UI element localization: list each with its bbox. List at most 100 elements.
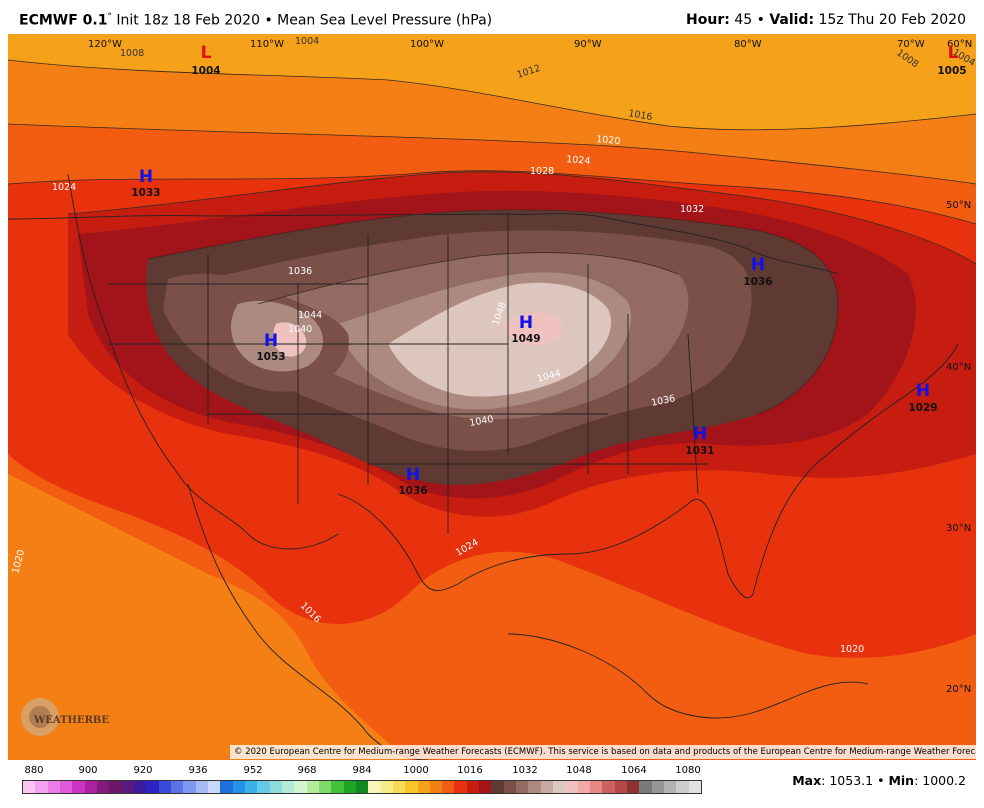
colorbar-segment: [540, 781, 554, 793]
colorbar-segment: [479, 781, 492, 793]
colorbar-tick: 952: [243, 765, 263, 776]
colorbar-segment: [639, 781, 652, 793]
colorbar-tick: 920: [133, 765, 153, 776]
colorbar-segment: [59, 781, 73, 793]
pressure-map-svg: 120°W 110°W 100°W 90°W 80°W 70°W 60°N 50…: [8, 34, 976, 760]
colorbar-segment: [380, 781, 393, 793]
colorbar-segment: [109, 781, 122, 793]
isobar-label: 1028: [530, 166, 554, 177]
isobar-label: 1036: [650, 393, 676, 409]
copyright-notice: © 2020 European Centre for Medium-range …: [230, 745, 976, 759]
logo-text: WEATHERBELL: [33, 715, 110, 726]
colorbar-tick: 1064: [621, 765, 647, 776]
band-1046: [388, 282, 612, 397]
colorbar-segment: [183, 781, 196, 793]
title-separator: •: [264, 12, 273, 29]
high-center: H 1036: [743, 255, 772, 288]
colorbar-segment: [133, 781, 147, 793]
weatherbell-logo-art: WEATHERBELL: [21, 698, 123, 736]
colorbar-segment: [565, 781, 578, 793]
isobar-label: 1020: [840, 644, 864, 655]
colorbar-segment: [220, 781, 233, 793]
colorbar-segment: [491, 781, 504, 793]
colorbar-segment: [405, 781, 418, 793]
colorbar-tick: 1080: [675, 765, 701, 776]
colorbar-segment: [664, 781, 677, 793]
model-name: ECMWF 0.1: [19, 12, 108, 29]
isobar-label: 1036: [288, 266, 312, 277]
max-value: 1053.1: [829, 773, 874, 788]
isobar-label: 1044: [298, 310, 322, 321]
isobar-label: 1024: [52, 182, 76, 193]
high-center: H 1033: [131, 167, 160, 199]
colorbar-segment: [590, 781, 603, 793]
colorbar-segment: [417, 781, 430, 793]
colorbar-labels: 880 900 920 936 952 968 984 1000 1016 10…: [22, 765, 702, 779]
min-value: 1000.2: [922, 773, 966, 788]
lon-label-120w: 120°W: [88, 39, 122, 50]
isobars: [8, 59, 976, 415]
low-center: L 1005: [937, 43, 966, 77]
high-center: H 1036: [398, 465, 427, 497]
high-value: 1029: [908, 402, 937, 414]
colorbar-tick: 880: [24, 765, 44, 776]
valid-time: Hour: 45 • Valid: 15z Thu 20 Feb 2020: [686, 12, 966, 28]
isobar-label: 1020: [596, 134, 621, 147]
colorbar-segment: [392, 781, 406, 793]
high-value: 1049: [511, 333, 540, 345]
high-marker: H: [916, 381, 930, 401]
valid-label: Valid:: [769, 12, 815, 28]
colorbar-segment: [306, 781, 319, 793]
hour-value: 45: [734, 12, 753, 28]
colorbar-segment: [528, 781, 541, 793]
pressure-map: 120°W 110°W 100°W 90°W 80°W 70°W 60°N 50…: [8, 34, 976, 760]
valid-value: 15z Thu 20 Feb 2020: [818, 12, 967, 28]
high-marker: H: [693, 424, 707, 444]
colorbar-segment: [294, 781, 307, 793]
colorbar-segment: [232, 781, 245, 793]
colorbar-segment: [84, 781, 97, 793]
colorbar-segment: [170, 781, 184, 793]
high-value: 1033: [131, 187, 160, 199]
colorbar-segment: [195, 781, 208, 793]
weatherbell-logo: WEATHERBELL: [20, 695, 123, 741]
colorbar-segment: [207, 781, 221, 793]
max-min-stats: Max: 1053.1 • Min: 1000.2: [792, 773, 966, 788]
colorbar-segment: [602, 781, 615, 793]
high-center: H 1031: [685, 424, 714, 457]
colorbar-tick: 1048: [566, 765, 592, 776]
low-center: L 1004: [191, 43, 220, 77]
high-value: 1031: [685, 445, 714, 457]
stats-separator: •: [877, 773, 885, 788]
colorbar-segment: [516, 781, 529, 793]
colorbar-segment: [466, 781, 480, 793]
lat-label-60n: 60°N: [947, 39, 972, 50]
colorbar-segment: [343, 781, 356, 793]
latitude-axis: 50°N 40°N 30°N 20°N: [946, 200, 971, 695]
colorbar-segment: [368, 781, 381, 793]
colorbar-tick: 900: [78, 765, 98, 776]
colorbar-tick: 936: [188, 765, 208, 776]
colorbar-tick: 1016: [457, 765, 483, 776]
high-marker: H: [406, 465, 420, 485]
field-name: Mean Sea Level Pressure (hPa): [277, 12, 493, 29]
title-separator-2: •: [756, 12, 765, 28]
colorbar-segment: [23, 781, 36, 793]
min-label: Min: [888, 773, 915, 788]
colorbar-segment: [47, 781, 60, 793]
hour-label: Hour:: [686, 12, 730, 28]
colorbar-segment: [257, 781, 270, 793]
low-marker: L: [948, 43, 959, 63]
colorbar-segment: [454, 781, 467, 793]
longitude-axis: 120°W 110°W 100°W 90°W 80°W 70°W 60°N: [88, 39, 972, 50]
colorbar-segment: [146, 781, 159, 793]
low-marker: L: [201, 43, 212, 63]
colorbar-segment: [281, 781, 295, 793]
high-value: 1053: [256, 351, 285, 363]
colorbar-segment: [442, 781, 455, 793]
pressure-centers: L 1004 L 1005 H 1033 H 1053 H 1049 H 103…: [131, 43, 966, 497]
lat-label-30n: 30°N: [946, 523, 971, 534]
colorbar-tick: 968: [297, 765, 317, 776]
colorbar-segment: [158, 781, 171, 793]
lon-label-100w: 100°W: [410, 39, 444, 50]
